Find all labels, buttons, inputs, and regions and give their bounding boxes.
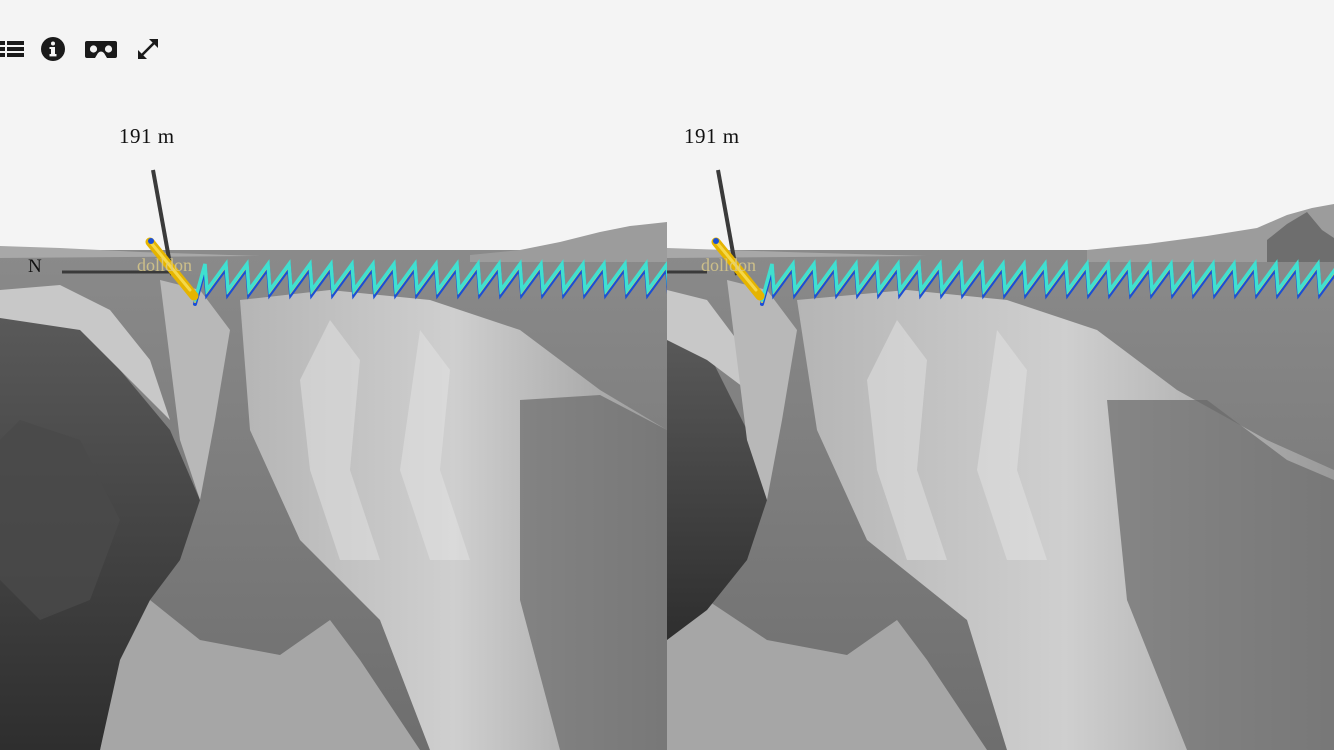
scale-label: 191 m (119, 124, 175, 148)
info-icon (41, 37, 65, 61)
scale-label: 191 m (684, 124, 740, 148)
vr-headset-icon (85, 41, 117, 58)
layers-button[interactable] (0, 34, 26, 64)
survey-track (193, 259, 667, 306)
auv-vehicle (145, 237, 199, 301)
distant-ridge (470, 222, 667, 262)
fullscreen-button[interactable] (134, 34, 162, 64)
stereo-view-right[interactable]: 191 m dolldon (667, 0, 1334, 750)
survey-track-line (193, 259, 667, 302)
stereo-view-left[interactable]: 191 m N dolldon (0, 0, 667, 750)
canyon-floor (667, 600, 987, 750)
canyon-floor (100, 600, 420, 750)
list-icon (0, 41, 24, 57)
survey-track (760, 259, 1334, 306)
fullscreen-icon (138, 39, 158, 59)
track-label: dolldon (137, 255, 193, 275)
north-label: N (28, 256, 42, 277)
survey-track-line (760, 259, 1334, 302)
terrain-scene[interactable] (667, 0, 1334, 750)
canyon-wall-left (667, 330, 767, 640)
info-button[interactable] (40, 34, 66, 64)
terrain-scene[interactable] (0, 0, 667, 750)
auv-vehicle (711, 237, 765, 301)
track-label: dolldon (701, 255, 757, 275)
scale-bar (151, 169, 174, 276)
vr-button[interactable] (84, 34, 118, 64)
viewer-toolbar (0, 34, 170, 64)
